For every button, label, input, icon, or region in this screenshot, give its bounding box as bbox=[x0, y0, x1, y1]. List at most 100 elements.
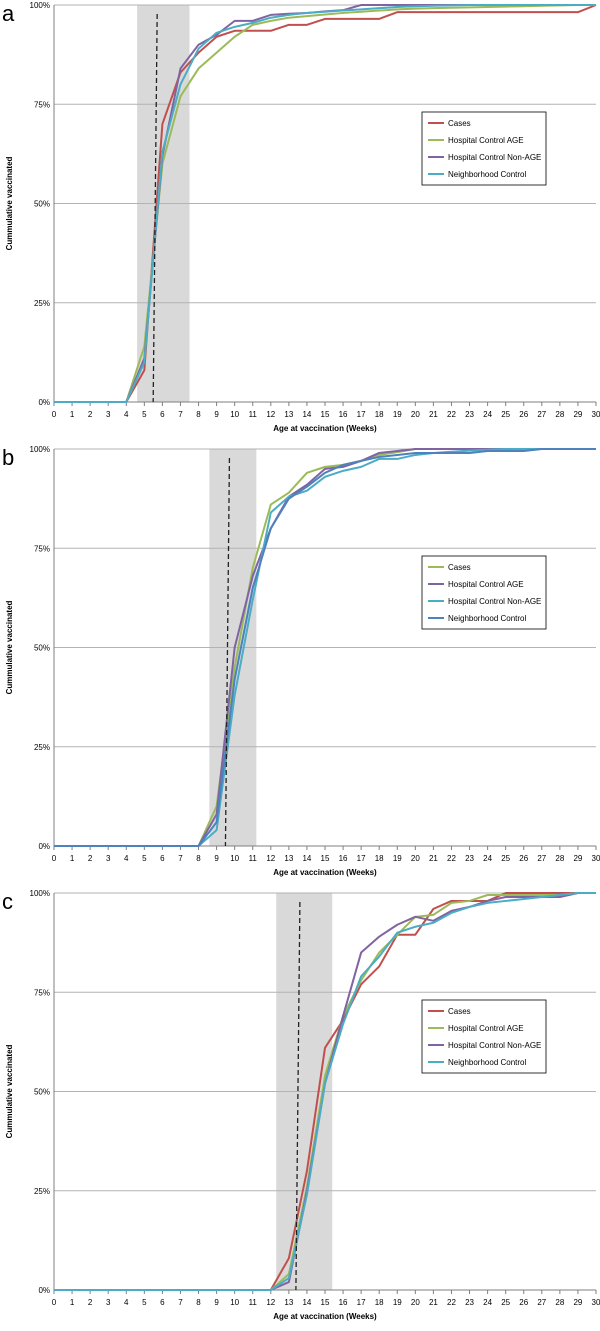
x-tick-label: 25 bbox=[501, 410, 510, 419]
x-tick-label: 11 bbox=[249, 410, 258, 419]
series-line-4 bbox=[54, 448, 596, 847]
x-tick-label: 30 bbox=[592, 1298, 600, 1307]
panel-label: c bbox=[2, 889, 13, 914]
x-tick-label: 22 bbox=[447, 410, 456, 419]
cumulative-vaccination-chart-c: 0%25%50%75%100%0 1 2 3 4 5 6 7 8 9 10 11 12 13 14 15 16 1… bbox=[2, 889, 600, 1321]
x-tick-label: 29 bbox=[573, 410, 582, 419]
x-tick-label: 5 bbox=[142, 410, 147, 419]
x-tick-label: 29 bbox=[573, 854, 582, 863]
cumulative-vaccination-chart-b: 0%25%50%75%100%0 1 2 3 4 5 6 7 8 9 10 11 12 13 14 15 16 1… bbox=[2, 445, 600, 877]
x-tick-label: 17 bbox=[357, 854, 366, 863]
x-tick-label: 19 bbox=[393, 410, 402, 419]
x-tick-label: 0 bbox=[52, 1298, 57, 1307]
x-tick-label: 9 bbox=[214, 410, 219, 419]
x-tick-label: 3 bbox=[106, 1298, 111, 1307]
x-tick-label: 28 bbox=[555, 410, 564, 419]
x-tick-label: 18 bbox=[375, 1298, 384, 1307]
x-tick-label: 2 bbox=[88, 1298, 93, 1307]
x-tick-label: 26 bbox=[519, 854, 528, 863]
x-tick-label: 24 bbox=[483, 854, 492, 863]
x-tick-label: 19 bbox=[393, 854, 402, 863]
series-line-2 bbox=[54, 4, 596, 403]
legend: Cases Hospital Control AGE Hospital Contro… bbox=[421, 111, 547, 186]
x-tick-label: 27 bbox=[537, 410, 546, 419]
legend-entry: Hospital Control Non-AGE bbox=[448, 153, 541, 162]
legend-entry: Cases bbox=[448, 563, 471, 572]
x-tick-label: 16 bbox=[339, 410, 348, 419]
x-tick-label: 6 bbox=[160, 410, 165, 419]
x-tick-label: 11 bbox=[249, 854, 258, 863]
series-line-4 bbox=[54, 4, 596, 403]
x-tick-label: 15 bbox=[321, 410, 330, 419]
x-tick-label: 20 bbox=[411, 1298, 420, 1307]
y-tick-label: 75% bbox=[34, 544, 50, 553]
x-tick-label: 5 bbox=[142, 854, 147, 863]
x-tick-label: 13 bbox=[284, 1298, 293, 1307]
y-tick-label: 50% bbox=[34, 200, 50, 209]
x-tick-label: 3 bbox=[106, 410, 111, 419]
y-tick-label: 100% bbox=[30, 889, 50, 898]
y-tick-label: 100% bbox=[30, 445, 50, 454]
x-tick-label: 4 bbox=[124, 854, 129, 863]
x-tick-label: 10 bbox=[230, 1298, 239, 1307]
x-axis-title: Age at vaccination (Weeks) bbox=[273, 868, 377, 877]
x-tick-label: 6 bbox=[160, 854, 165, 863]
chart-panel-a: 0% 25% 50% 75% 100% 0 1 2 3 4 5 6 7 8 9 10 11 12 13 14 15 16 1… bbox=[0, 0, 600, 443]
x-tick-label: 9 bbox=[214, 854, 219, 863]
legend-entry: Hospital Control Non-AGE bbox=[448, 597, 541, 606]
x-tick-label: 8 bbox=[196, 1298, 201, 1307]
x-tick-label: 14 bbox=[302, 410, 311, 419]
x-tick-label: 2 bbox=[88, 410, 93, 419]
cumulative-vaccination-chart-a: 0%25%50%75%100%0 1 2 3 4 5 6 7 8 9 10 11 12 13 14 15 16 1… bbox=[2, 1, 600, 433]
x-tick-label: 26 bbox=[519, 410, 528, 419]
panel-label: a bbox=[2, 1, 15, 26]
x-tick-label: 13 bbox=[284, 854, 293, 863]
x-tick-label: 15 bbox=[321, 854, 330, 863]
x-tick-label: 5 bbox=[142, 1298, 147, 1307]
x-axis-title: Age at vaccination (Weeks) bbox=[273, 1312, 377, 1321]
legend: Cases Hospital Control AGE Hospital Contro… bbox=[421, 555, 547, 630]
x-tick-label: 19 bbox=[393, 1298, 402, 1307]
x-tick-label: 6 bbox=[160, 1298, 165, 1307]
x-tick-label: 23 bbox=[465, 410, 474, 419]
y-tick-label: 75% bbox=[34, 100, 50, 109]
y-axis-title: Cummulative vaccinated bbox=[5, 1044, 14, 1138]
x-tick-label: 26 bbox=[519, 1298, 528, 1307]
x-tick-label: 18 bbox=[375, 410, 384, 419]
x-tick-label: 20 bbox=[411, 410, 420, 419]
dashed-marker-line bbox=[152, 13, 158, 403]
series-line-1 bbox=[54, 4, 597, 403]
dashed-marker-line bbox=[224, 457, 231, 847]
x-tick-label: 10 bbox=[230, 410, 239, 419]
legend-entry: Neighborhood Control bbox=[448, 1058, 526, 1067]
x-tick-label: 1 bbox=[70, 410, 75, 419]
legend-entry: Neighborhood Control bbox=[448, 170, 526, 179]
x-tick-label: 15 bbox=[321, 1298, 330, 1307]
x-tick-label: 24 bbox=[483, 410, 492, 419]
legend-box bbox=[421, 999, 547, 1074]
x-tick-label: 30 bbox=[592, 854, 600, 863]
y-tick-label: 0% bbox=[38, 842, 50, 851]
x-tick-label: 21 bbox=[429, 1298, 438, 1307]
panel-label: b bbox=[2, 445, 14, 470]
chart-panel-c: 0% 25% 50% 75% 100% 0 1 2 3 4 5 6 7 8 9 10 11 12 13 14 15 16 1… bbox=[0, 888, 600, 1331]
dashed-marker-line bbox=[295, 901, 301, 1291]
x-tick-label: 4 bbox=[124, 410, 129, 419]
legend: Cases Hospital Control AGE Hospital Contro… bbox=[421, 999, 547, 1074]
y-axis-title: Cummulative vaccinated bbox=[5, 600, 14, 694]
x-tick-label: 21 bbox=[429, 854, 438, 863]
x-tick-label: 7 bbox=[178, 1298, 183, 1307]
x-tick-label: 22 bbox=[447, 854, 456, 863]
legend-entry: Hospital Control AGE bbox=[448, 580, 524, 589]
x-tick-label: 12 bbox=[266, 410, 275, 419]
x-tick-label: 14 bbox=[302, 1298, 311, 1307]
x-tick-label: 27 bbox=[537, 854, 546, 863]
x-tick-label: 12 bbox=[266, 1298, 275, 1307]
y-tick-label: 75% bbox=[34, 988, 50, 997]
x-tick-label: 7 bbox=[178, 854, 183, 863]
legend-entry: Hospital Control Non-AGE bbox=[448, 1041, 541, 1050]
y-tick-label: 25% bbox=[34, 743, 50, 752]
y-tick-label: 25% bbox=[34, 1187, 50, 1196]
x-tick-label: 2 bbox=[88, 854, 93, 863]
x-tick-label: 18 bbox=[375, 854, 384, 863]
